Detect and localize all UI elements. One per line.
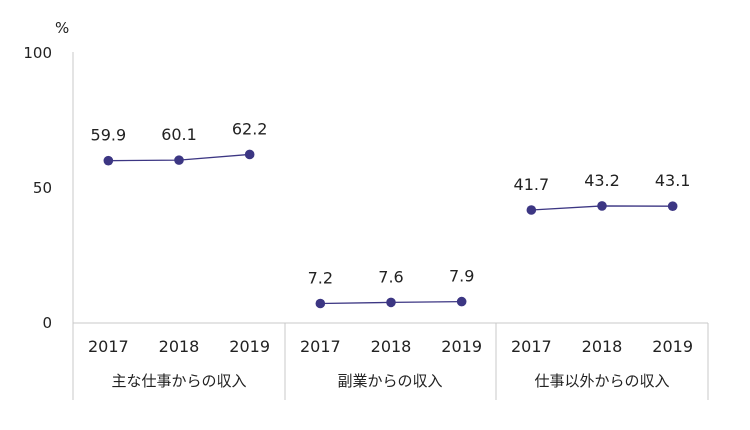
- data-point: [386, 297, 396, 308]
- data-label: 43.2: [584, 171, 620, 190]
- data-label: 59.9: [91, 126, 127, 145]
- x-tick-label: 2018: [582, 337, 623, 356]
- data-label: 41.7: [514, 175, 550, 194]
- data-label: 7.2: [308, 268, 333, 287]
- data-label: 62.2: [232, 119, 268, 138]
- group-label: 仕事以外からの収入: [534, 372, 669, 390]
- x-tick-label: 2019: [652, 337, 693, 356]
- data-point: [244, 149, 255, 160]
- y-tick-label: 0: [42, 314, 52, 332]
- data-point: [103, 155, 114, 166]
- data-label: 7.6: [378, 267, 403, 286]
- data-point: [174, 155, 184, 165]
- series-marks: 59.9 2017 60.1 2018 62.2 2019 7.2 2017 7.6 2018 7.…: [88, 119, 693, 356]
- x-tick-label: 2017: [300, 337, 341, 356]
- x-tick-label: 2018: [371, 337, 412, 356]
- data-point: [667, 201, 678, 211]
- y-tick-label: 50: [33, 179, 52, 197]
- data-point: [315, 298, 326, 309]
- y-tick-label: 100: [23, 44, 52, 62]
- data-label: 43.1: [655, 171, 691, 190]
- x-tick-label: 2019: [229, 337, 270, 356]
- data-label: 60.1: [161, 125, 197, 144]
- data-label: 7.9: [449, 267, 474, 286]
- group-label: 主な仕事からの収入: [111, 372, 246, 390]
- group-label: 副業からの収入: [337, 372, 442, 390]
- data-point: [597, 201, 607, 211]
- x-tick-label: 2017: [88, 337, 129, 356]
- x-tick-label: 2019: [441, 337, 482, 356]
- data-point: [456, 296, 467, 307]
- x-tick-label: 2018: [159, 337, 200, 356]
- x-tick-label: 2017: [511, 337, 552, 356]
- y-unit-label: %: [55, 19, 69, 37]
- data-point: [526, 205, 537, 215]
